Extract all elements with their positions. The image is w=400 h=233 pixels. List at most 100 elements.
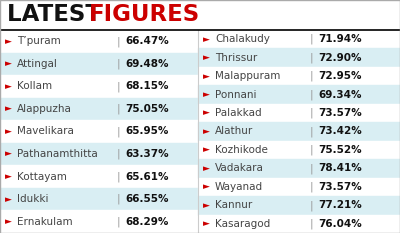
Text: ►: ► [203,72,210,81]
Text: |: | [117,36,124,47]
Text: |: | [117,216,124,227]
Text: 63.37%: 63.37% [125,149,169,159]
Text: ►: ► [5,195,12,204]
Text: ►: ► [203,201,210,210]
Bar [0,143,198,165]
Text: ►: ► [5,104,12,113]
Bar [198,48,400,67]
Text: |: | [310,219,314,229]
Text: Alathur: Alathur [215,127,253,137]
Bar [0,98,198,120]
Text: ►: ► [203,164,210,173]
Text: 69.48%: 69.48% [125,59,168,69]
Text: ►: ► [203,90,210,99]
Text: 78.41%: 78.41% [318,163,362,173]
Bar [198,159,400,178]
Text: 68.29%: 68.29% [125,217,168,227]
Text: 72.95%: 72.95% [318,71,362,81]
Text: ►: ► [5,37,12,46]
Text: Alappuzha: Alappuzha [17,104,72,114]
Bar [0,120,198,143]
Text: Wayanad: Wayanad [215,182,263,192]
Bar [0,53,198,75]
Text: |: | [310,200,314,211]
Bar [198,215,400,233]
Bar [198,104,400,122]
Text: |: | [310,163,314,174]
Text: ►: ► [203,53,210,62]
Text: Thrissur: Thrissur [215,53,257,63]
Text: 75.05%: 75.05% [125,104,169,114]
Text: ►: ► [203,182,210,191]
Text: ►: ► [5,82,12,91]
Text: LATEST: LATEST [7,3,109,26]
Text: Malappuram: Malappuram [215,71,280,81]
Text: Mavelikara: Mavelikara [17,127,74,137]
Bar [198,196,400,215]
Text: |: | [117,81,124,92]
Text: ►: ► [203,145,210,154]
Text: |: | [117,149,124,159]
Text: ►: ► [203,35,210,44]
Text: ►: ► [203,109,210,117]
Text: |: | [310,108,314,118]
Text: ►: ► [5,172,12,181]
Text: Palakkad: Palakkad [215,108,262,118]
Text: |: | [310,71,314,81]
Text: Kannur: Kannur [215,200,252,210]
Text: 76.04%: 76.04% [318,219,362,229]
Text: |: | [310,126,314,137]
Text: |: | [117,126,124,137]
Bar [0,30,198,53]
Text: ►: ► [203,219,210,228]
Text: 72.90%: 72.90% [318,53,362,63]
Text: 71.94%: 71.94% [318,34,362,44]
Text: Pathanamthitta: Pathanamthitta [17,149,98,159]
Bar [0,0,400,30]
Text: 73.42%: 73.42% [318,127,362,137]
Text: 73.57%: 73.57% [318,108,362,118]
Text: Kollam: Kollam [17,81,52,91]
Text: 65.95%: 65.95% [125,127,168,137]
Text: ►: ► [203,127,210,136]
Text: Kozhikode: Kozhikode [215,145,268,155]
Text: 66.47%: 66.47% [125,36,169,46]
Text: 73.57%: 73.57% [318,182,362,192]
Text: Kasaragod: Kasaragod [215,219,270,229]
Bar [198,122,400,141]
Bar [198,85,400,104]
Text: 68.15%: 68.15% [125,81,168,91]
Text: 65.61%: 65.61% [125,172,168,182]
Bar [198,141,400,159]
Text: |: | [117,171,124,182]
Text: ►: ► [5,150,12,158]
Text: |: | [310,145,314,155]
Bar [198,178,400,196]
Text: FIGURES: FIGURES [89,3,200,26]
Text: Kottayam: Kottayam [17,172,67,182]
Text: Attingal: Attingal [17,59,58,69]
Text: ►: ► [5,127,12,136]
Text: Ernakulam: Ernakulam [17,217,73,227]
Bar [0,165,198,188]
Text: Idukki: Idukki [17,194,48,204]
Text: T’puram: T’puram [17,36,61,46]
Text: ►: ► [5,217,12,226]
Bar [198,67,400,85]
Text: Chalakudy: Chalakudy [215,34,270,44]
Bar [0,188,198,210]
Text: |: | [117,104,124,114]
Bar [0,210,198,233]
Text: ►: ► [5,59,12,68]
Text: |: | [310,52,314,63]
Text: 66.55%: 66.55% [125,194,168,204]
Bar [0,75,198,98]
Text: |: | [117,194,124,204]
Text: 69.34%: 69.34% [318,90,362,99]
Text: 77.21%: 77.21% [318,200,362,210]
Text: |: | [117,58,124,69]
Text: |: | [310,89,314,100]
Bar [198,30,400,48]
Text: Vadakara: Vadakara [215,163,264,173]
Text: |: | [310,182,314,192]
